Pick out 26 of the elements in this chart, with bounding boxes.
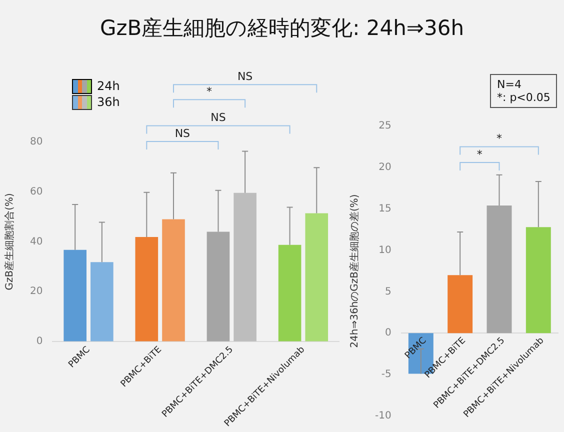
y-axis-title: 24h⇒36hのGzB産生細胞の差(%): [348, 194, 361, 348]
y-tick-label: 5: [384, 286, 392, 298]
y-tick-label: 0: [384, 328, 392, 339]
text: NS: [237, 70, 253, 84]
y-tick-label: -5: [381, 369, 392, 380]
y-tick-label: 25: [378, 120, 392, 132]
y-tick-label: -10: [374, 410, 392, 422]
y-tick-label: 10: [378, 244, 392, 256]
y-tick-label: 80: [30, 136, 43, 148]
annotation: *: [496, 132, 502, 146]
legend-label: 36h: [97, 95, 120, 109]
y-axis-title: GzB産生細胞割合(%): [4, 193, 16, 290]
y-tick-label: 20: [30, 286, 43, 298]
y-tick-label: 0: [36, 336, 43, 347]
legend-label: 24h: [97, 79, 120, 93]
annotation: *: [476, 148, 483, 161]
text: NS: [210, 111, 226, 124]
text: *: [206, 84, 213, 98]
text: NS: [174, 126, 190, 140]
text: N=4: [497, 78, 522, 91]
chart-title: GzB産生細胞の経時的変化: 24h⇒36h: [98, 15, 466, 42]
y-tick-label: 60: [30, 186, 43, 198]
text: *: p<0.05: [497, 91, 550, 104]
y-tick-label: 15: [378, 203, 392, 214]
y-tick-label: 40: [30, 236, 43, 248]
y-tick-label: 20: [378, 162, 392, 174]
